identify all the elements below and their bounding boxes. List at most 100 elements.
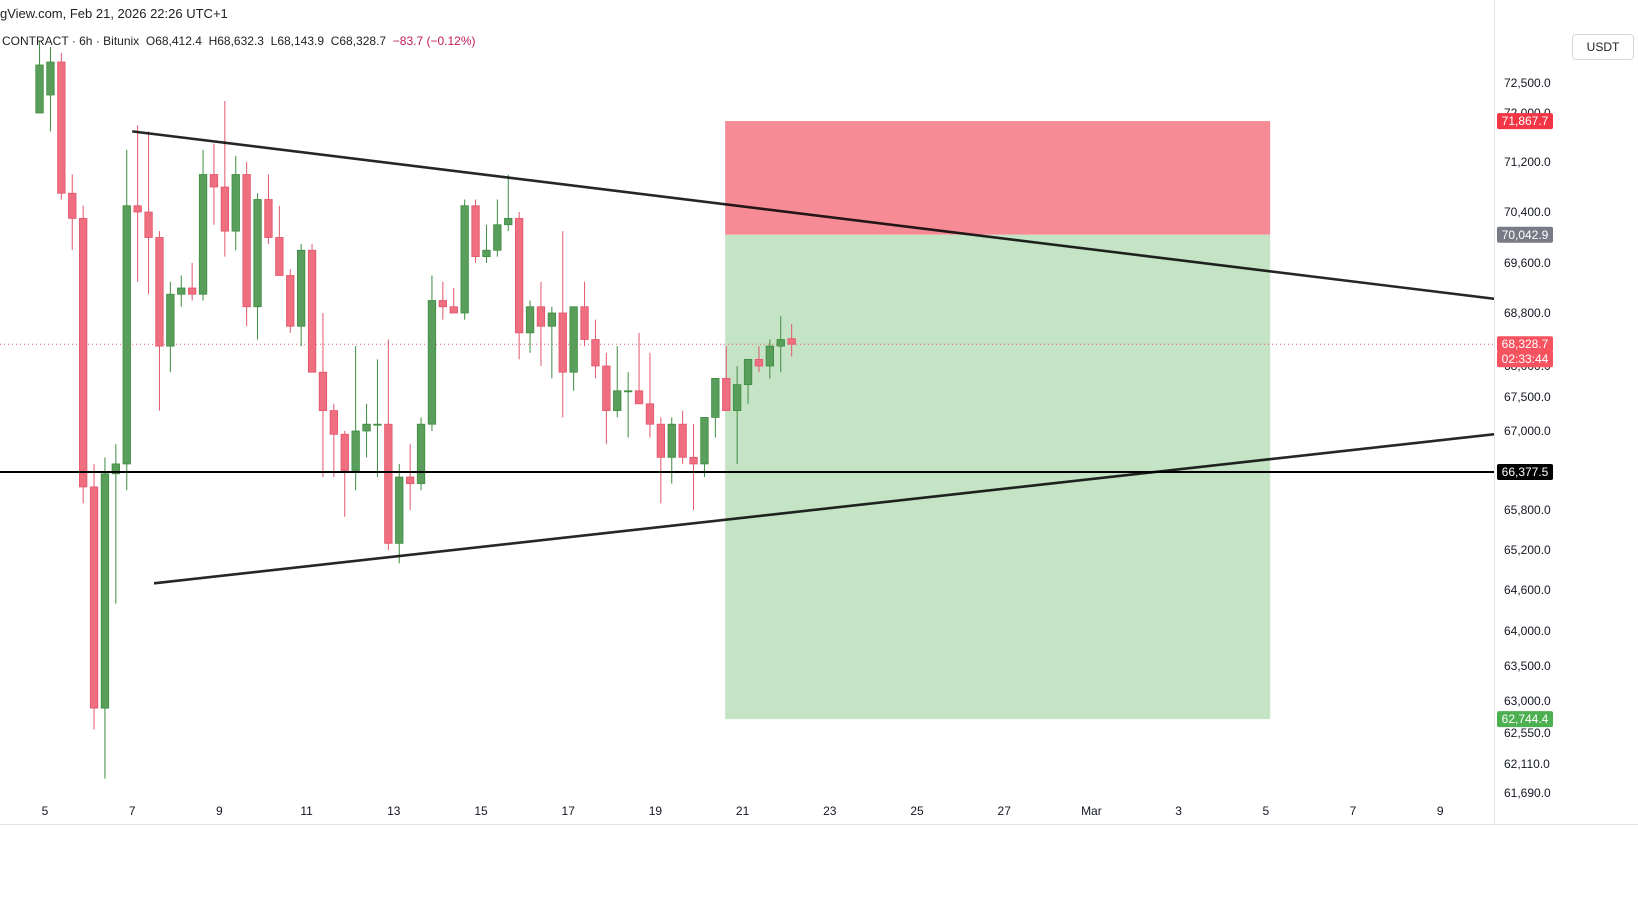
candle-body	[613, 390, 622, 411]
candle-body	[558, 312, 567, 373]
candle-body	[591, 339, 600, 367]
price-label: 68,328.7	[1502, 337, 1549, 351]
candle-body	[122, 205, 131, 465]
low-value: L68,143.9	[270, 34, 325, 48]
open-value: O68,412.4	[145, 34, 202, 48]
symbol-name[interactable]: CONTRACT	[2, 34, 69, 48]
candle-body	[776, 339, 785, 347]
time-tick-label: 17	[562, 804, 576, 818]
candle-body	[373, 423, 382, 426]
candle-body	[700, 416, 709, 465]
candle-body	[318, 371, 328, 412]
price-tick-label: 67,500.0	[1504, 390, 1551, 404]
price-tick-label: 67,000.0	[1504, 424, 1551, 438]
candle-body	[427, 300, 437, 425]
candle-body	[242, 174, 251, 308]
time-tick-label: Mar	[1081, 804, 1102, 818]
price-tick-label: 65,200.0	[1504, 543, 1551, 557]
price-tick-label: 71,200.0	[1504, 155, 1551, 169]
high-value: H68,632.3	[208, 34, 264, 48]
price-labels: 71,867.7 70,042.9 68,328.702:33:44 66,377.5…	[1497, 113, 1553, 728]
interval[interactable]: 6h	[79, 34, 93, 48]
candle-body	[307, 249, 317, 373]
change-value: −83.7 (−0.12%)	[392, 34, 476, 48]
trendlines[interactable]	[0, 130, 1585, 585]
candle-body	[482, 249, 491, 258]
candle-body	[493, 224, 502, 251]
price-label-bg	[1497, 463, 1553, 480]
candle-body	[580, 306, 589, 340]
candle-body	[351, 430, 360, 471]
time-tick-label: 5	[1262, 804, 1269, 818]
lower-trendline	[153, 422, 1585, 585]
candle-body	[515, 217, 524, 334]
position-zones[interactable]	[725, 121, 1271, 720]
time-tick-label: 7	[129, 804, 136, 818]
price-tick-label: 70,400.0	[1504, 205, 1551, 219]
candle-body	[177, 287, 186, 295]
candle-body	[133, 205, 142, 213]
candle-body	[754, 358, 764, 367]
candle-body	[645, 403, 655, 425]
price-tick-label: 62,110.0	[1504, 757, 1550, 771]
price-axis[interactable]	[0, 0, 1638, 825]
candle-body	[667, 423, 676, 458]
price-tick-label: 63,500.0	[1504, 659, 1551, 673]
price-label-bg	[1497, 711, 1553, 728]
candle-body	[264, 199, 273, 238]
price-tick-label: 63,000.0	[1504, 694, 1551, 708]
candle-body	[144, 211, 153, 238]
price-tick-label: 64,000.0	[1504, 624, 1551, 638]
time-tick-label: 19	[649, 804, 663, 818]
time-tick-label: 3	[1175, 804, 1182, 818]
price-label: 70,042.9	[1502, 228, 1549, 242]
candle-body	[220, 186, 230, 232]
price-tick-label: 65,800.0	[1504, 503, 1551, 517]
candle-body	[416, 423, 426, 485]
candle-body	[395, 476, 404, 544]
candle-body	[504, 217, 513, 226]
candle-body	[231, 174, 240, 232]
candle-body	[536, 306, 546, 327]
candle-body	[57, 61, 66, 194]
candle-body	[765, 345, 774, 367]
price-label: 71,867.7	[1502, 114, 1549, 128]
candle-body	[46, 61, 55, 96]
candle-body	[187, 287, 197, 295]
candle-body	[602, 365, 611, 411]
chart-header: gView.com, Feb 21, 2026 22:26 UTC+1	[0, 6, 228, 21]
time-tick-label: 25	[910, 804, 924, 818]
time-tick-label: 23	[823, 804, 837, 818]
candle-body	[286, 275, 295, 327]
close-value: C68,328.7	[330, 34, 387, 48]
candles[interactable]	[35, 41, 796, 779]
candle-body	[460, 205, 469, 314]
price-tick-label: 68,800.0	[1504, 306, 1551, 320]
candle-body	[35, 64, 44, 114]
candle-body	[111, 463, 120, 475]
price-label: 02:33:44	[1502, 352, 1549, 366]
candle-body	[656, 423, 665, 458]
stop-loss-zone	[725, 121, 1271, 235]
candle-body	[253, 199, 262, 308]
candle-body	[438, 300, 448, 308]
price-tick-label: 64,600.0	[1504, 583, 1551, 597]
candle-body	[329, 410, 339, 435]
candle-body	[743, 358, 753, 386]
time-tick-label: 5	[42, 804, 49, 818]
time-tick-label: 15	[474, 804, 488, 818]
candle-body	[624, 390, 633, 393]
price-tick-label: 72,500.0	[1504, 76, 1551, 90]
ohlc-legend: CONTRACT · 6h · Bitunix O68,412.4 H68,63…	[2, 34, 476, 48]
candle-body	[405, 476, 415, 485]
candle-body	[166, 293, 175, 347]
time-tick-label: 9	[216, 804, 223, 818]
price-tick-label: 62,550.0	[1504, 726, 1551, 740]
time-tick-label: 9	[1437, 804, 1444, 818]
candle-body	[733, 384, 742, 412]
currency-button[interactable]: USDT	[1572, 34, 1634, 60]
price-label-bg	[1497, 113, 1553, 130]
price-label-bg	[1497, 226, 1553, 243]
candle-body	[362, 423, 371, 432]
